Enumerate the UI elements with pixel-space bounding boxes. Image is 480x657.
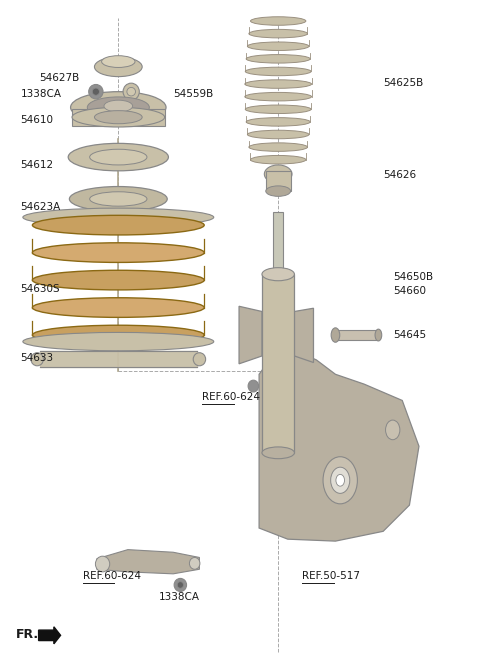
Ellipse shape <box>92 88 99 95</box>
Text: 54650B: 54650B <box>393 273 433 283</box>
Bar <box>262 274 294 453</box>
Ellipse shape <box>90 192 147 206</box>
Bar <box>336 330 378 340</box>
Text: 54645: 54645 <box>393 330 426 340</box>
Ellipse shape <box>174 578 187 591</box>
Ellipse shape <box>193 353 205 366</box>
Text: 1338CA: 1338CA <box>21 89 61 99</box>
Ellipse shape <box>23 208 214 227</box>
Ellipse shape <box>104 100 132 112</box>
Ellipse shape <box>336 474 345 486</box>
Text: 54623A: 54623A <box>21 202 61 212</box>
Text: 1338CA: 1338CA <box>159 592 200 602</box>
Ellipse shape <box>123 83 139 100</box>
Ellipse shape <box>248 380 259 392</box>
Bar <box>273 212 283 274</box>
Polygon shape <box>259 351 419 541</box>
Ellipse shape <box>331 467 350 493</box>
Ellipse shape <box>90 149 147 165</box>
Text: 54633: 54633 <box>21 353 54 363</box>
Ellipse shape <box>251 156 306 164</box>
Ellipse shape <box>89 85 103 99</box>
Text: 54660: 54660 <box>393 286 426 296</box>
Ellipse shape <box>72 107 165 127</box>
Ellipse shape <box>264 165 292 183</box>
Bar <box>266 171 290 191</box>
Text: 54630S: 54630S <box>21 284 60 294</box>
Ellipse shape <box>251 17 306 25</box>
Ellipse shape <box>245 105 311 114</box>
Ellipse shape <box>177 581 183 588</box>
Text: 54627B: 54627B <box>39 73 80 83</box>
Ellipse shape <box>245 93 312 101</box>
Ellipse shape <box>68 143 168 171</box>
Ellipse shape <box>385 420 400 440</box>
Ellipse shape <box>33 298 204 317</box>
Polygon shape <box>294 308 313 363</box>
Ellipse shape <box>249 30 308 38</box>
Ellipse shape <box>323 457 358 504</box>
Ellipse shape <box>31 353 43 366</box>
Ellipse shape <box>245 79 312 88</box>
Ellipse shape <box>33 243 204 262</box>
Polygon shape <box>239 306 262 364</box>
Ellipse shape <box>33 270 204 290</box>
Ellipse shape <box>262 447 294 459</box>
Ellipse shape <box>70 187 167 212</box>
Ellipse shape <box>249 143 308 151</box>
Text: 54626: 54626 <box>383 170 416 180</box>
Ellipse shape <box>71 92 166 123</box>
Bar <box>72 108 165 125</box>
Text: REF.60-624: REF.60-624 <box>202 392 260 402</box>
Text: 54610: 54610 <box>21 116 53 125</box>
Text: FR.: FR. <box>16 628 39 641</box>
Text: REF.50-517: REF.50-517 <box>302 571 360 581</box>
Ellipse shape <box>247 130 309 139</box>
Ellipse shape <box>331 328 340 342</box>
Text: 54625B: 54625B <box>383 78 423 88</box>
Ellipse shape <box>375 329 382 341</box>
Ellipse shape <box>96 556 110 572</box>
FancyArrow shape <box>38 627 60 644</box>
Ellipse shape <box>33 215 204 235</box>
Ellipse shape <box>246 118 310 126</box>
Ellipse shape <box>95 57 142 77</box>
Ellipse shape <box>33 325 204 345</box>
Text: 54612: 54612 <box>21 160 54 170</box>
Ellipse shape <box>190 558 200 569</box>
Ellipse shape <box>245 67 311 76</box>
Ellipse shape <box>102 56 135 68</box>
Ellipse shape <box>87 97 149 118</box>
Text: REF.60-624: REF.60-624 <box>83 571 141 581</box>
Polygon shape <box>97 550 199 574</box>
Ellipse shape <box>247 42 309 51</box>
Ellipse shape <box>23 332 214 351</box>
Ellipse shape <box>246 55 310 63</box>
Ellipse shape <box>127 87 135 96</box>
Ellipse shape <box>262 267 294 281</box>
Ellipse shape <box>95 110 142 124</box>
Text: 54559B: 54559B <box>173 89 214 99</box>
Ellipse shape <box>266 186 290 196</box>
